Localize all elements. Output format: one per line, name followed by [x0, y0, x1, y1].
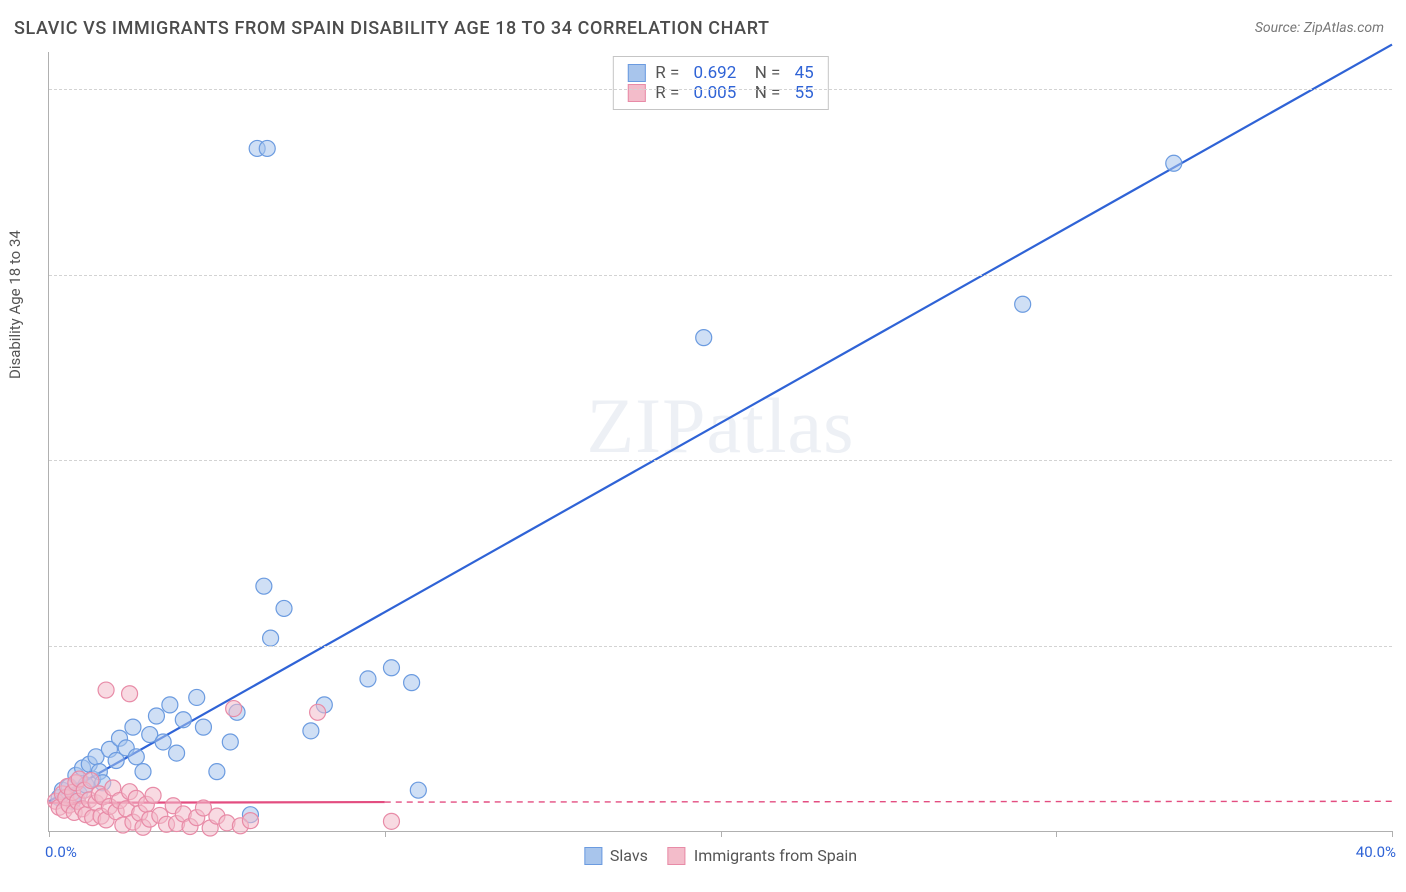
- x-tick: [1056, 831, 1057, 837]
- y-tick-label: 50.0%: [1399, 451, 1406, 469]
- gridline-h: [49, 646, 1392, 647]
- x-tick: [49, 831, 50, 837]
- gridline-h: [49, 460, 1392, 461]
- swatch-slavs: [627, 64, 645, 82]
- legend-label-slavs: Slavs: [610, 846, 648, 865]
- x-tick: [1392, 831, 1393, 837]
- source-name: ZipAtlas.com: [1304, 20, 1384, 36]
- chart-svg: [49, 52, 1392, 831]
- y-tick-label: 75.0%: [1399, 266, 1406, 284]
- n-value-spain: 55: [795, 83, 814, 103]
- x-tick-label: 0.0%: [45, 843, 77, 861]
- y-tick-label: 100.0%: [1399, 80, 1406, 98]
- source-prefix: Source:: [1255, 20, 1304, 36]
- x-tick: [721, 831, 722, 837]
- n-value-slavs: 45: [795, 63, 814, 83]
- y-axis-label: Disability Age 18 to 34: [6, 230, 24, 379]
- legend-item-spain: Immigrants from Spain: [668, 846, 857, 865]
- gridline-h: [49, 275, 1392, 276]
- x-tick-label: 40.0%: [1356, 843, 1396, 861]
- source-attribution: Source: ZipAtlas.com: [1255, 20, 1384, 36]
- plot-area: ZIPatlas R = 0.692 N = 45 R = 0.005 N = …: [48, 52, 1392, 832]
- chart-title: SLAVIC VS IMMIGRANTS FROM SPAIN DISABILI…: [14, 18, 770, 39]
- swatch-slavs-bottom: [584, 847, 602, 865]
- chart-container: SLAVIC VS IMMIGRANTS FROM SPAIN DISABILI…: [0, 0, 1406, 892]
- legend-row-spain: R = 0.005 N = 55: [627, 83, 813, 103]
- legend-label-spain: Immigrants from Spain: [694, 846, 857, 865]
- gridline-h: [49, 89, 1392, 90]
- r-value-slavs: 0.692: [694, 63, 737, 83]
- legend-item-slavs: Slavs: [584, 846, 648, 865]
- series-legend: Slavs Immigrants from Spain: [584, 846, 857, 865]
- x-tick: [385, 831, 386, 837]
- watermark: ZIPatlas: [587, 381, 855, 471]
- r-value-spain: 0.005: [694, 83, 737, 103]
- swatch-spain-bottom: [668, 847, 686, 865]
- correlation-legend: R = 0.692 N = 45 R = 0.005 N = 55: [612, 56, 828, 110]
- y-tick-label: 25.0%: [1399, 637, 1406, 655]
- swatch-spain: [627, 84, 645, 102]
- legend-row-slavs: R = 0.692 N = 45: [627, 63, 813, 83]
